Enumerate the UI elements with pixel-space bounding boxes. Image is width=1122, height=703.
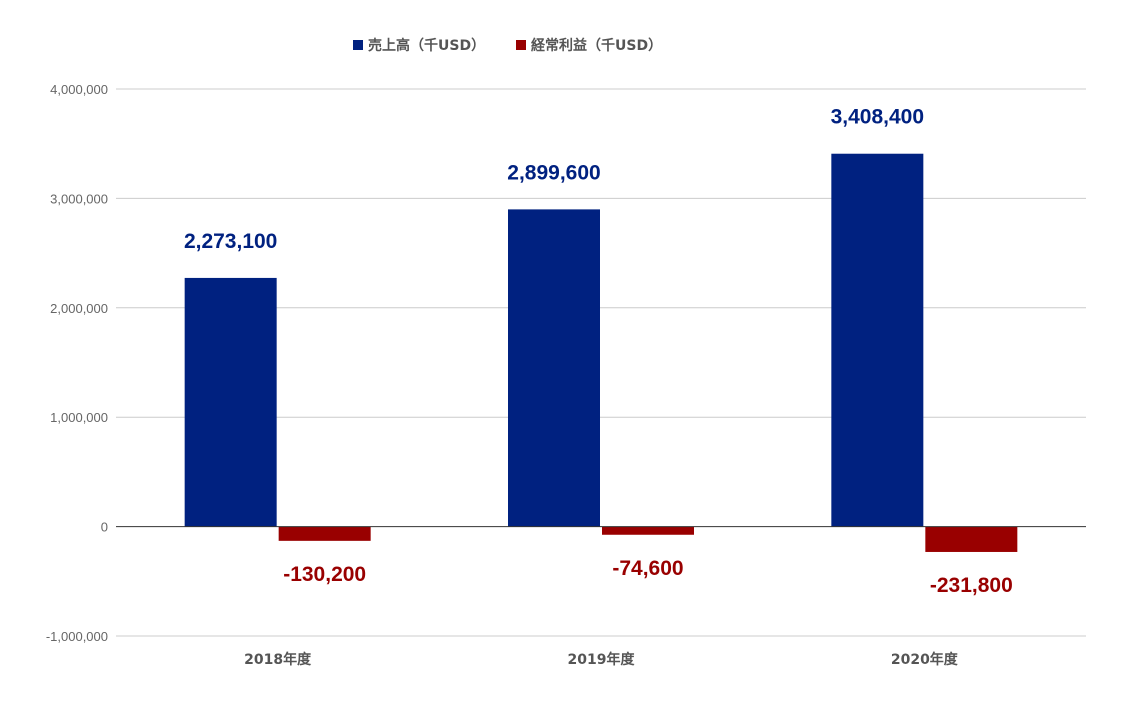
- y-tick-label: 3,000,000: [50, 191, 108, 206]
- y-tick-label: 4,000,000: [50, 82, 108, 97]
- legend-label: 売上高（千USD）: [368, 37, 485, 54]
- y-axis-ticks: -1,000,000 0 1,000,000 2,000,000 3,000,000 4,…: [46, 82, 108, 644]
- bar-sales-2: [831, 153, 924, 527]
- bar-sales-1: [508, 209, 600, 527]
- legend-swatch: [516, 40, 526, 50]
- data-labels: 2,273,100 -130,200 2,899,600 -74,600 3,408,4…: [184, 106, 1013, 597]
- bar-ordinary-profit-1: [602, 526, 694, 535]
- data-label: 2,273,100: [184, 230, 277, 253]
- data-label: -130,200: [283, 563, 366, 586]
- y-tick-label: -1,000,000: [46, 629, 108, 644]
- x-category-label: 2018年度: [244, 651, 312, 668]
- data-label: 3,408,400: [831, 106, 924, 129]
- x-category-label: 2019年度: [568, 651, 636, 668]
- x-category-label: 2020年度: [891, 651, 959, 668]
- bar-ordinary-profit-0: [278, 526, 371, 541]
- y-tick-label: 1,000,000: [50, 410, 108, 425]
- data-label: -74,600: [612, 557, 683, 580]
- data-label: 2,899,600: [507, 161, 600, 184]
- y-tick-label: 0: [101, 520, 108, 535]
- legend-label: 経常利益（千USD）: [531, 37, 662, 54]
- gridlines: [116, 88, 1086, 637]
- legend[interactable]: 売上高（千USD） 経常利益（千USD）: [353, 37, 662, 54]
- bars: [184, 153, 1018, 552]
- bar-ordinary-profit-2: [925, 526, 1018, 552]
- bar-sales-0: [184, 277, 277, 527]
- legend-swatch: [353, 40, 363, 50]
- data-label: -231,800: [930, 574, 1013, 597]
- x-axis-categories: 2018年度 2019年度 2020年度: [244, 651, 959, 668]
- y-tick-label: 2,000,000: [50, 301, 108, 316]
